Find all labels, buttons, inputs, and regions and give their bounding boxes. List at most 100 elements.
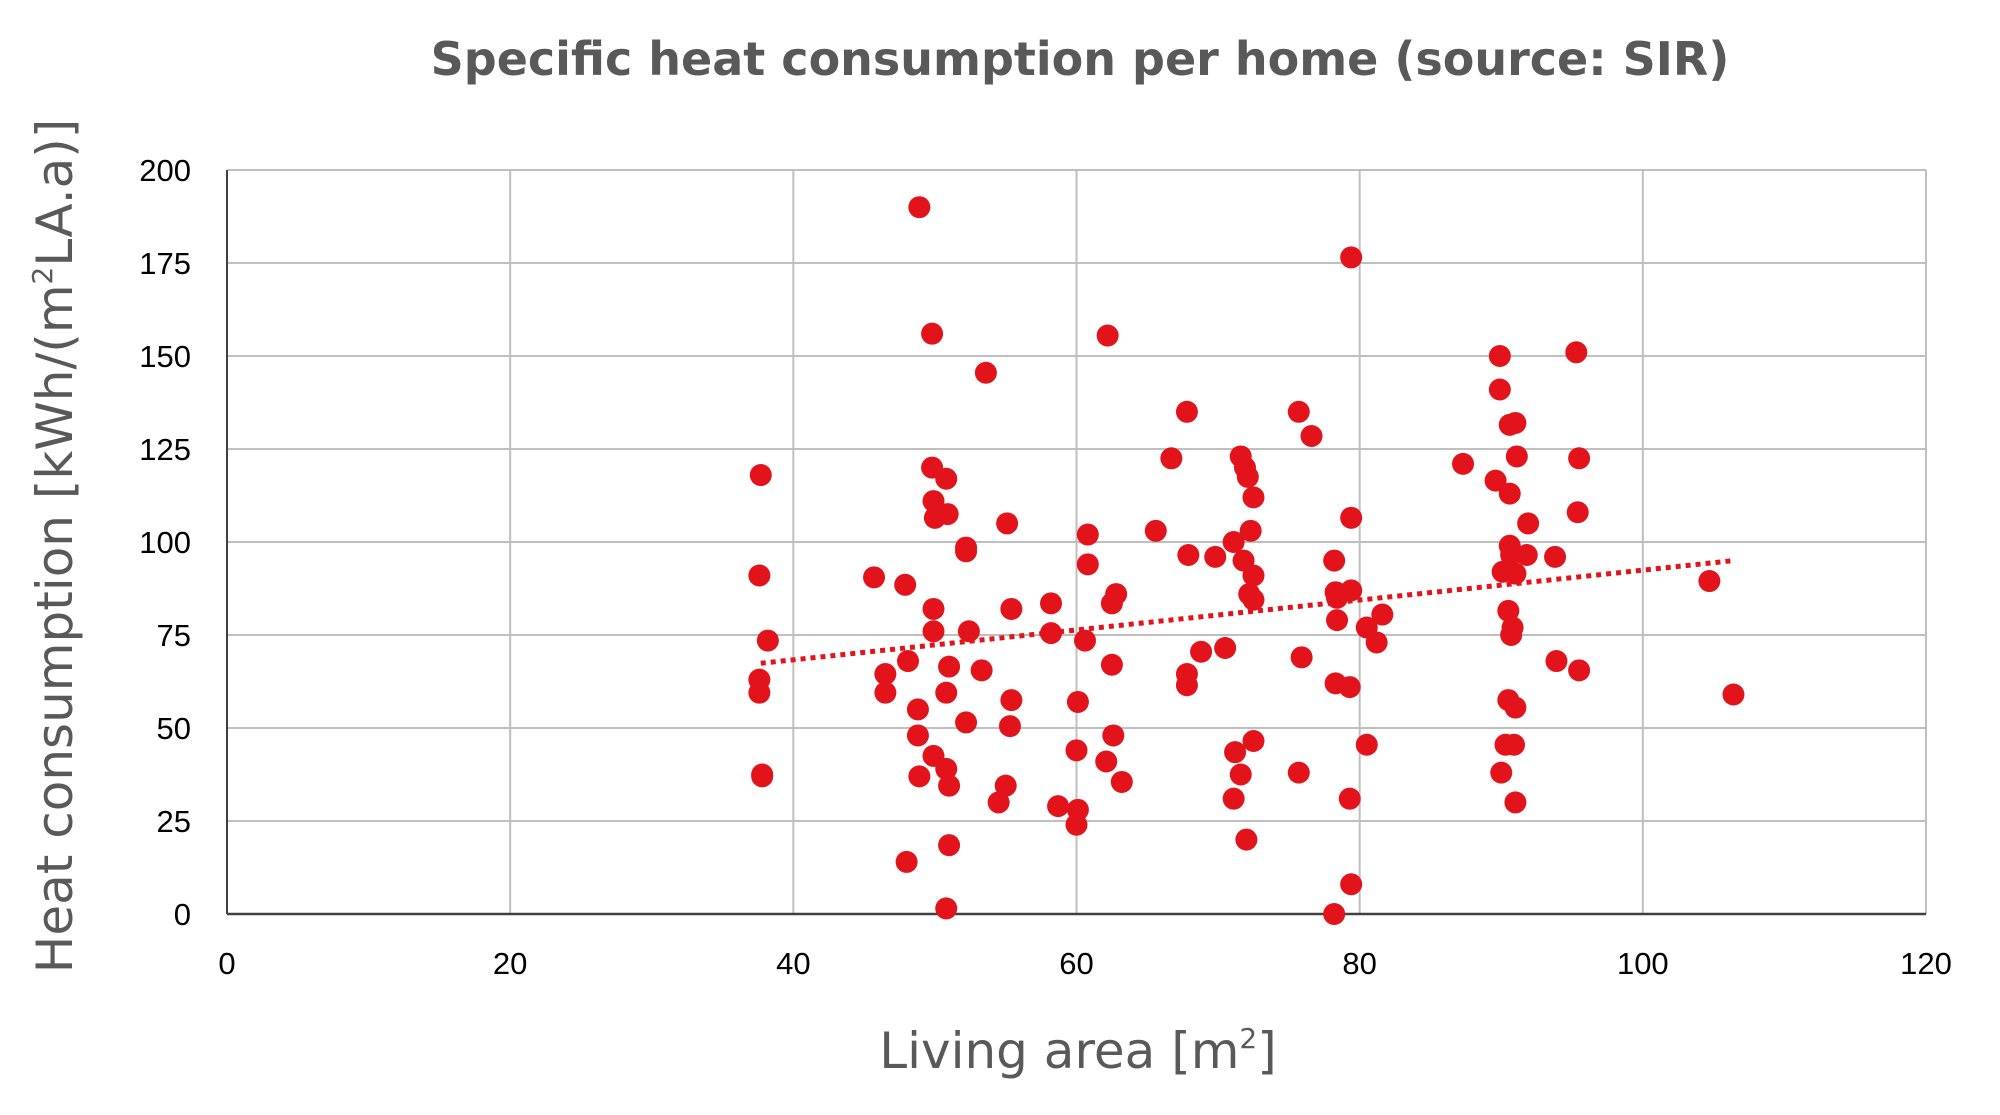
data-point [1287,400,1310,423]
data-point [1490,761,1513,784]
data-point [1102,724,1125,747]
data-point [1100,653,1123,676]
data-point [1326,609,1349,632]
data-point [1290,646,1313,669]
data-point [957,620,980,643]
data-point [895,850,918,873]
x-tick-label: 40 [776,946,810,981]
data-point [1242,486,1265,509]
data-point [1076,523,1099,546]
x-tick-label: 0 [218,946,235,981]
y-axis-title: Heat consumption [kWh/(m2LA.a)] [26,119,84,974]
x-tick-label: 100 [1617,946,1669,981]
data-point [1722,683,1745,706]
data-point [1239,519,1262,542]
data-point [1500,544,1523,567]
data-point [1040,622,1063,645]
data-point [1214,637,1237,660]
data-point [1040,592,1063,615]
y-tick-label: 175 [139,246,191,281]
grid [227,169,1927,914]
data-point [938,834,961,857]
y-tick-labels: 0 25 50 75 100 125 150 175 200 [139,153,191,932]
data-point [1000,597,1023,620]
data-point [935,897,958,920]
chart-title: Specific heat consumption per home (sour… [431,32,1730,86]
y-axis-title-main: Heat consumption [kWh/(m [26,284,84,973]
data-point [1190,640,1213,663]
y-tick-label: 125 [139,432,191,467]
data-point [998,715,1021,738]
data-point [748,681,771,704]
x-axis-title: Living area [m2] [879,1022,1277,1080]
y-tick-label: 200 [139,153,191,188]
data-point [994,774,1017,797]
data-point [1488,378,1511,401]
data-point [1698,570,1721,593]
data-point [1047,795,1070,818]
data-point [1338,787,1361,810]
data-point [955,540,978,563]
data-point [955,711,978,734]
y-axis-title-superscript: 2 [26,267,59,285]
data-point [1484,469,1507,492]
data-point [897,650,920,673]
data-point [922,597,945,620]
data-point [906,698,929,721]
data-point [987,791,1010,814]
data-point [756,629,779,652]
data-point [1355,733,1378,756]
x-tick-labels: 0 20 40 60 80 100 120 [218,946,1951,981]
data-point [1502,733,1525,756]
data-point [1545,650,1568,673]
data-point [1568,659,1591,682]
data-point [1065,739,1088,762]
data-point [1222,531,1245,553]
data-point [1096,324,1119,347]
data-point [922,490,945,513]
data-point [1488,345,1511,367]
data-point [1504,696,1527,719]
data-point [1066,690,1089,713]
data-point [1204,545,1227,568]
data-point [935,681,958,704]
data-point [1235,828,1258,851]
data-point [1504,411,1527,434]
data-point [1340,579,1363,602]
data-point [1229,763,1252,786]
data-point [1000,689,1023,712]
data-point [1340,246,1363,269]
data-point [1565,341,1588,364]
y-tick-label: 0 [174,897,191,932]
data-point [938,774,961,797]
x-axis-title-main: Living area [m [879,1022,1239,1080]
y-tick-label: 75 [157,618,191,653]
data-point [1073,629,1096,652]
data-point [1568,447,1591,470]
axes [226,170,1926,916]
data-points [748,196,1745,925]
data-point [1110,770,1133,793]
data-point [1504,791,1527,814]
data-point [922,620,945,643]
data-point [863,566,886,589]
data-point [1340,873,1363,896]
data-point [748,564,771,587]
data-point [908,196,931,219]
trendline-group [760,558,1734,666]
data-point [1177,544,1200,567]
data-point [1222,787,1245,810]
y-tick-label: 50 [157,711,191,746]
data-point [1175,400,1198,423]
data-point [1501,616,1524,639]
data-point [874,681,897,704]
data-point [1497,599,1520,622]
data-point [1452,452,1475,475]
data-point [935,467,958,490]
x-tick-label: 80 [1342,946,1376,981]
data-point [1242,730,1265,753]
data-point [936,503,959,526]
data-point [1517,512,1540,535]
data-point [974,361,997,384]
